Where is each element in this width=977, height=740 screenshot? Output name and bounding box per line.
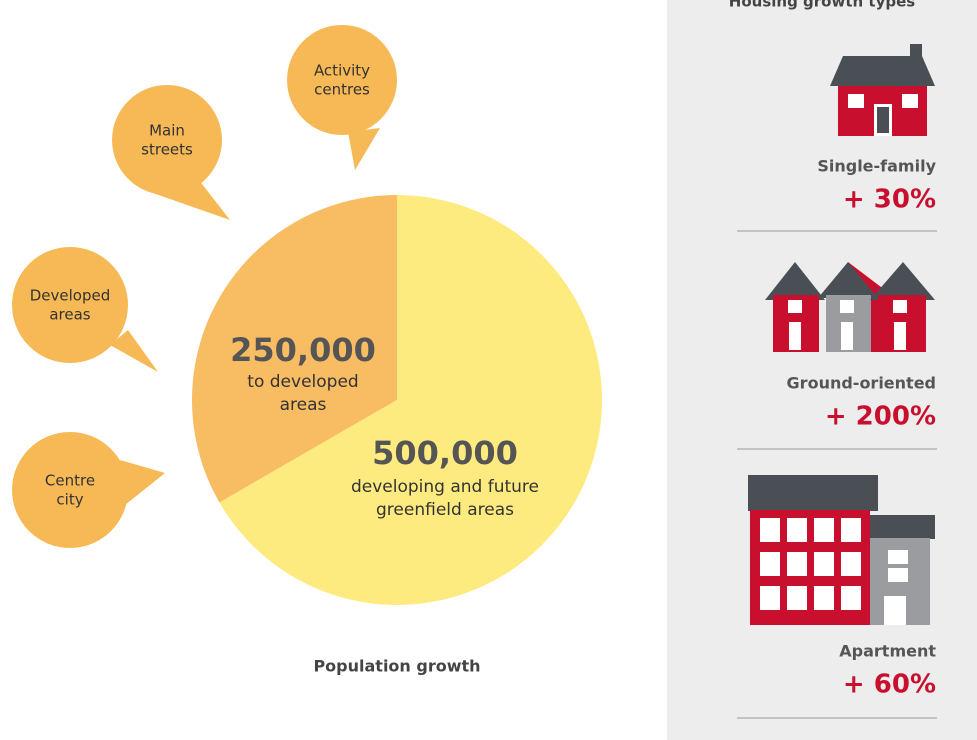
window <box>814 518 834 542</box>
bubble <box>287 25 397 135</box>
icon-single-family <box>830 44 935 136</box>
side-panel <box>667 0 977 740</box>
bubble-label: Main <box>149 122 185 140</box>
icon-ground-oriented <box>765 262 935 352</box>
bubble-tail <box>110 330 158 372</box>
housing-type: Single-family <box>817 157 936 176</box>
bubble-tail <box>348 128 380 170</box>
window <box>888 568 908 582</box>
icon-apartment <box>748 475 935 625</box>
housing-type: Apartment <box>839 642 936 661</box>
bubble-label: streets <box>141 141 193 159</box>
window <box>760 518 780 542</box>
value-label: 500,000 <box>372 434 518 472</box>
slice-label: greenfield areas <box>376 500 514 520</box>
window <box>814 586 834 610</box>
bubble-tail <box>120 460 165 505</box>
value-label: 250,000 <box>230 331 376 369</box>
panel-title: Housing growth types <box>729 0 915 11</box>
pie-slice <box>219 195 603 605</box>
window <box>787 518 807 542</box>
window <box>841 552 861 576</box>
window <box>760 586 780 610</box>
housing-change: + 200% <box>825 402 936 432</box>
window <box>814 552 834 576</box>
window <box>787 586 807 610</box>
slice-label: areas <box>280 395 327 415</box>
window <box>841 586 861 610</box>
slice-label: to developed <box>247 372 358 392</box>
window <box>760 552 780 576</box>
bubble <box>12 432 128 548</box>
bubble <box>12 247 128 363</box>
chart-title: Population growth <box>313 657 480 676</box>
bubble-label: centres <box>314 81 370 99</box>
bubble-label: Activity <box>314 62 370 80</box>
bubble-label: areas <box>49 306 90 324</box>
pie-slice <box>192 195 397 503</box>
bubble-label: city <box>56 491 83 509</box>
bubble-label: Centre <box>45 472 95 490</box>
window <box>888 550 908 564</box>
window <box>841 518 861 542</box>
housing-type: Ground-oriented <box>787 374 936 393</box>
housing-change: + 60% <box>843 670 936 700</box>
bubble <box>112 85 222 195</box>
bubble-label: Developed <box>30 287 111 305</box>
bubbles: MainstreetsActivitycentresDevelopedareas… <box>12 25 397 548</box>
housing-change: + 30% <box>843 185 936 215</box>
window <box>787 552 807 576</box>
slice-label: developing and future <box>351 477 539 497</box>
